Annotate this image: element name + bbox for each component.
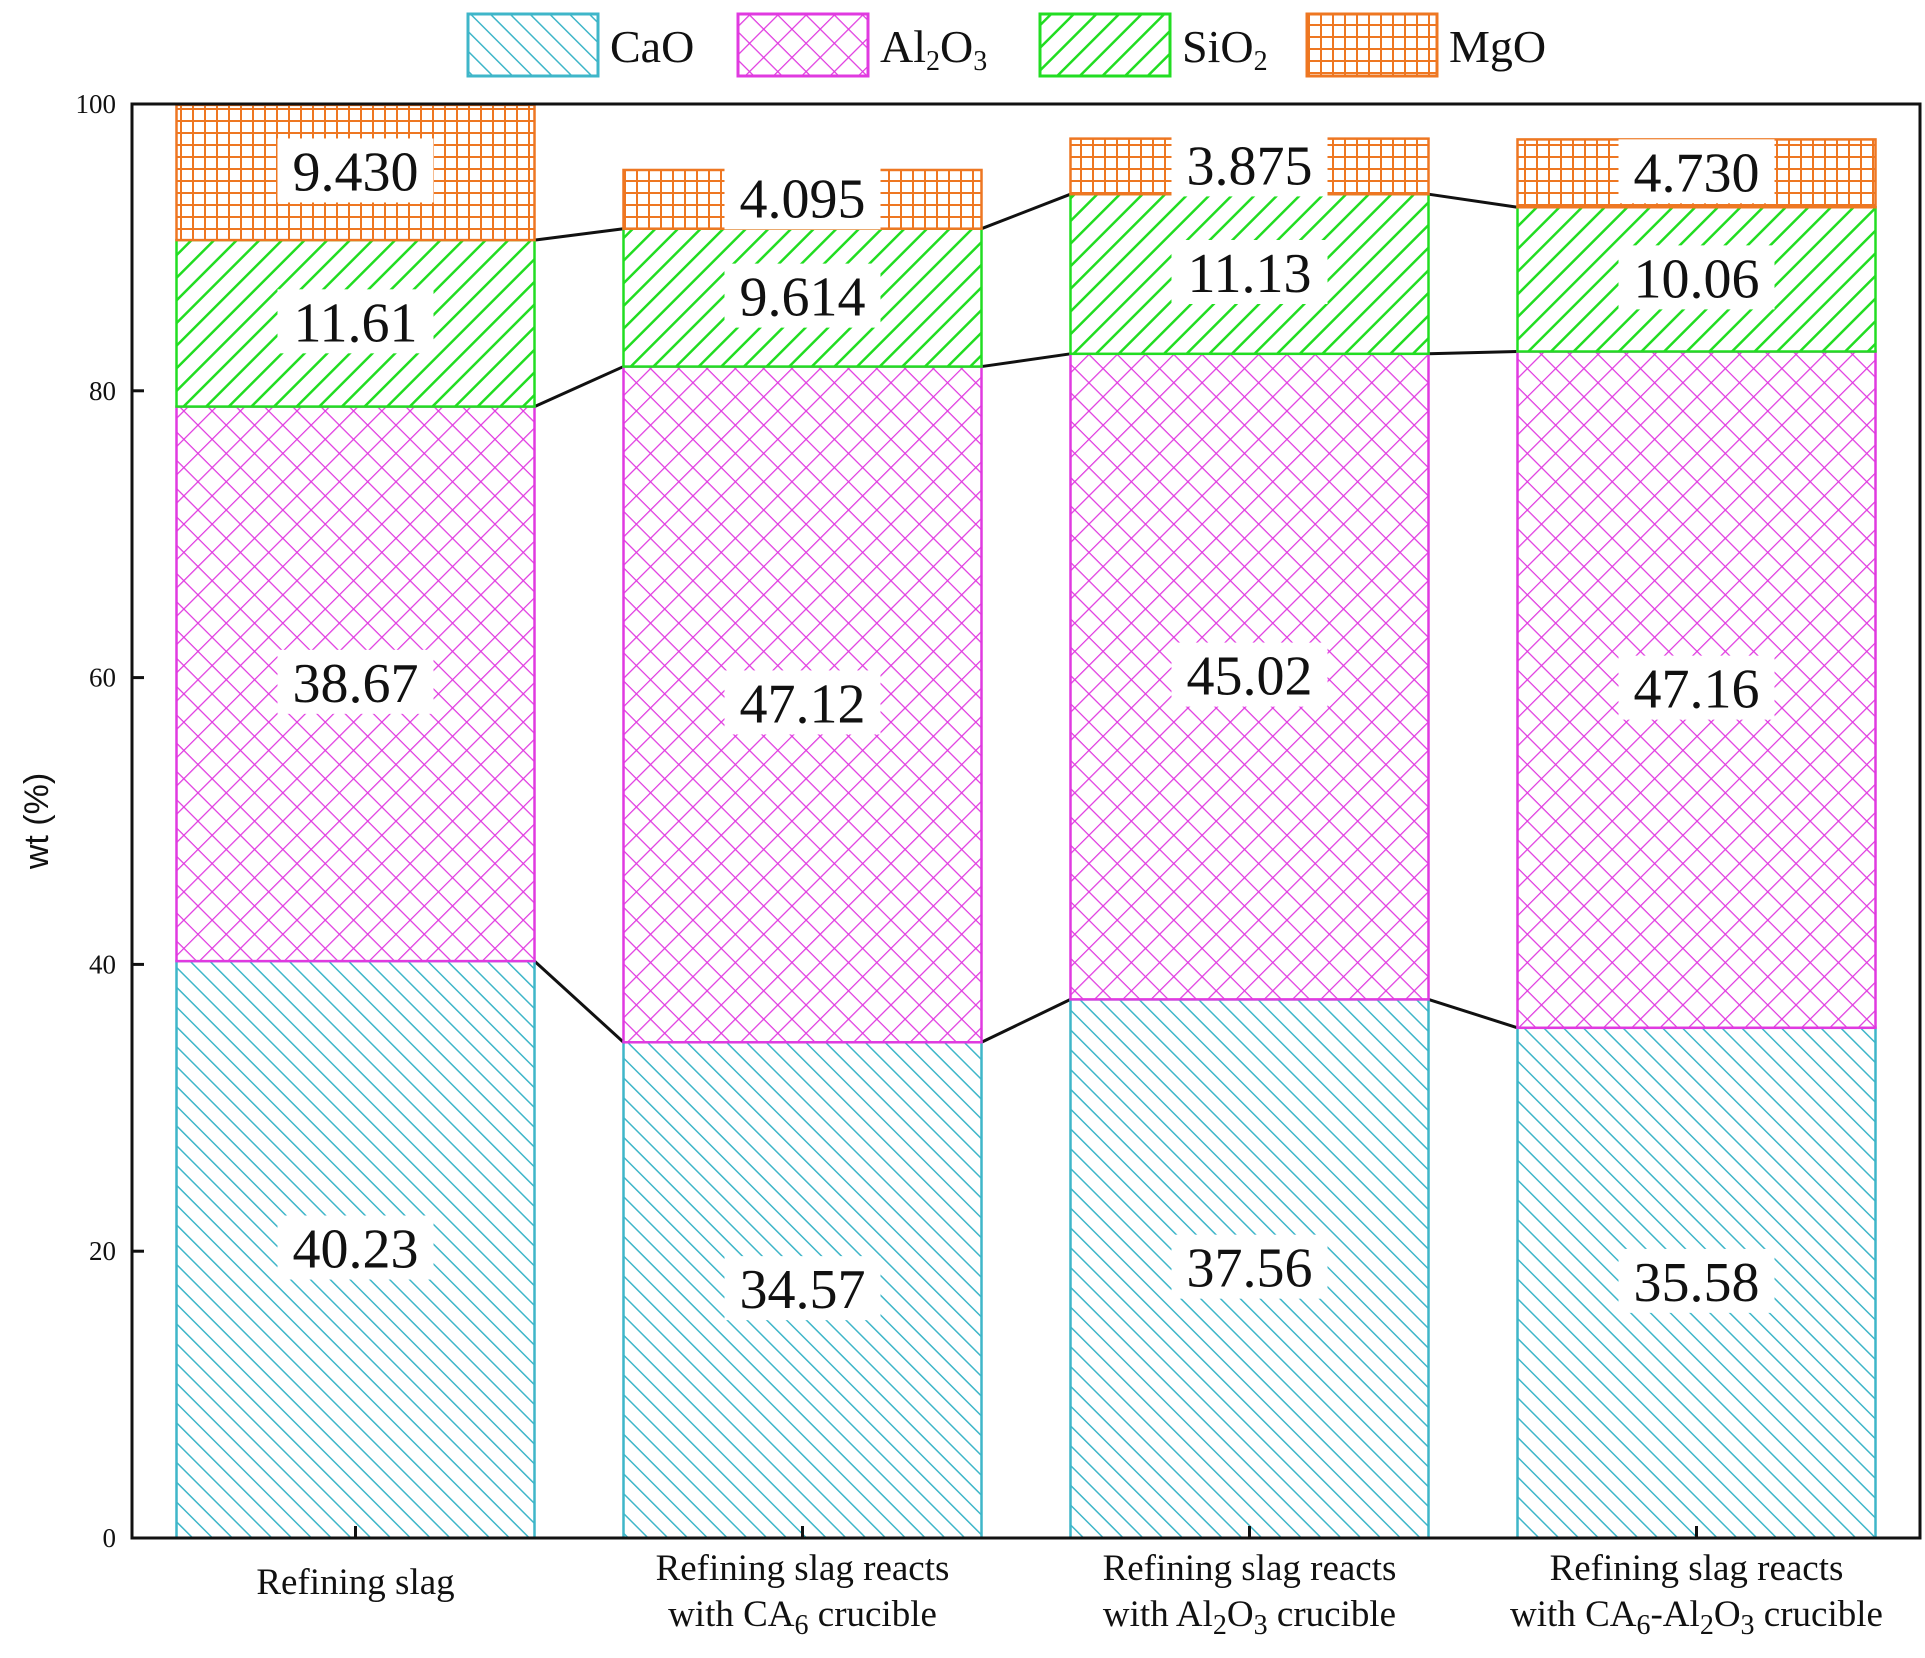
connector-line (1428, 192, 1518, 209)
y-tick-label: 100 (76, 89, 117, 119)
data-label-al2o3-1: 38.67 (293, 653, 419, 715)
y-tick-label: 20 (89, 1236, 116, 1266)
x-category-label-3: Refining slag reacts (1103, 1548, 1397, 1589)
plot-frame (130, 102, 1922, 1540)
legend-swatch-mgo (1305, 12, 1439, 78)
connector-line (981, 352, 1071, 369)
connector-line (534, 227, 624, 242)
legend-swatch-sio2 (1038, 12, 1172, 78)
x-axis: Refining slag Refining slag reacts with CA… (256, 1526, 1883, 1641)
connector-line (980, 192, 1072, 231)
data-label-bg (1171, 1234, 1328, 1299)
x-category-label-4: with CA6​-Al2​O3​ crucible (1510, 1594, 1883, 1641)
y-axis: 0 20 40 60 80 100 (76, 89, 144, 1553)
legend-label-mgo: MgO (1449, 21, 1546, 72)
y-tick-label: 60 (89, 663, 116, 693)
data-label-bg (1618, 245, 1775, 310)
data-label-al2o3-2: 47.12 (740, 673, 866, 735)
data-label-bg (724, 165, 881, 230)
data-label-bg (724, 263, 881, 328)
legend-label-cao: CaO (610, 21, 694, 72)
data-label-cao-3: 37.56 (1187, 1238, 1313, 1300)
data-label-bg (1618, 139, 1775, 204)
connector-line (533, 959, 625, 1044)
data-label-sio2-2: 9.614 (740, 267, 866, 329)
data-label-sio2-4: 10.06 (1634, 248, 1760, 310)
x-category-label-4: Refining slag reacts (1550, 1548, 1844, 1589)
x-category-label-3: with Al2​O3​ crucible (1103, 1594, 1396, 1641)
data-label-bg (277, 649, 434, 714)
connector-line (980, 998, 1072, 1044)
legend-swatch-al2o3 (736, 12, 870, 78)
data-label-mgo-3: 3.875 (1187, 135, 1313, 197)
bars-group (175, 103, 1877, 1540)
data-label-al2o3-4: 47.16 (1634, 659, 1760, 721)
legend-swatch-cao (466, 12, 600, 78)
data-label-bg (724, 1256, 881, 1321)
data-label-sio2-1: 11.61 (294, 292, 418, 354)
legend-label-al2o3: Al2​O3​ (880, 21, 987, 77)
x-category-label-2: Refining slag reacts (656, 1548, 950, 1589)
data-label-bg (1171, 240, 1328, 305)
data-label-bg (1171, 642, 1328, 707)
data-label-bg (277, 138, 434, 203)
y-axis-title: wt (%) (18, 773, 56, 870)
data-label-al2o3-3: 45.02 (1187, 646, 1313, 708)
data-label-bg (1618, 1248, 1775, 1313)
legend-label-sio2: SiO2​ (1182, 21, 1268, 77)
data-label-sio2-3: 11.13 (1188, 243, 1312, 305)
x-category-label-1: Refining slag (256, 1562, 454, 1603)
connector-line (1428, 997, 1518, 1030)
data-label-cao-4: 35.58 (1634, 1252, 1760, 1314)
data-label-mgo-4: 4.730 (1634, 142, 1760, 204)
data-label-bg (1171, 132, 1328, 197)
legend: CaO Al2​O3​ SiO2​ MgO (466, 12, 1546, 78)
connector-line (533, 365, 625, 408)
data-label-cao-2: 34.57 (740, 1259, 866, 1321)
data-label-cao-1: 40.23 (293, 1219, 419, 1281)
y-tick-label: 40 (89, 949, 116, 979)
data-label-mgo-2: 4.095 (740, 168, 866, 230)
data-label-bg (277, 1215, 434, 1280)
data-label-bg (277, 289, 434, 354)
data-label-bg (724, 670, 881, 735)
connector-lines (533, 192, 1518, 1044)
connector-line (1428, 350, 1518, 356)
data-label-bg (1618, 655, 1775, 720)
y-tick-label: 80 (89, 376, 116, 406)
bar-segment-cao-1 (175, 959, 536, 1540)
y-tick-label: 0 (103, 1523, 117, 1553)
x-category-label-2: with CA6​ crucible (668, 1594, 937, 1641)
data-labels-group: 40.23 38.67 11.61 9.430 34.57 47.12 9.614 4.095… (277, 132, 1775, 1321)
data-label-mgo-1: 9.430 (293, 141, 419, 203)
